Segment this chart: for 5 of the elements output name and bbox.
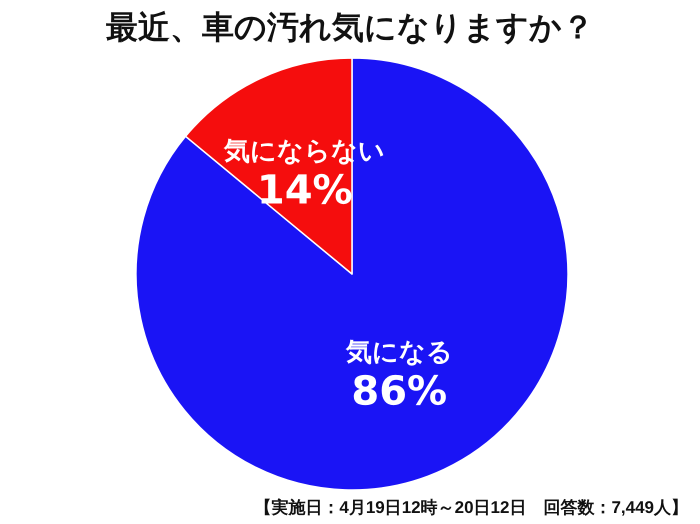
data-label: 86% [351,368,448,414]
chart-title: 最近、車の汚れ気になりますか？ [106,9,594,45]
slice-label: 気になる [344,336,453,366]
data-label: 14% [256,168,353,214]
text: 【実施日：4月19日12時～20日12日 回答数：7,449人】 [254,498,688,517]
